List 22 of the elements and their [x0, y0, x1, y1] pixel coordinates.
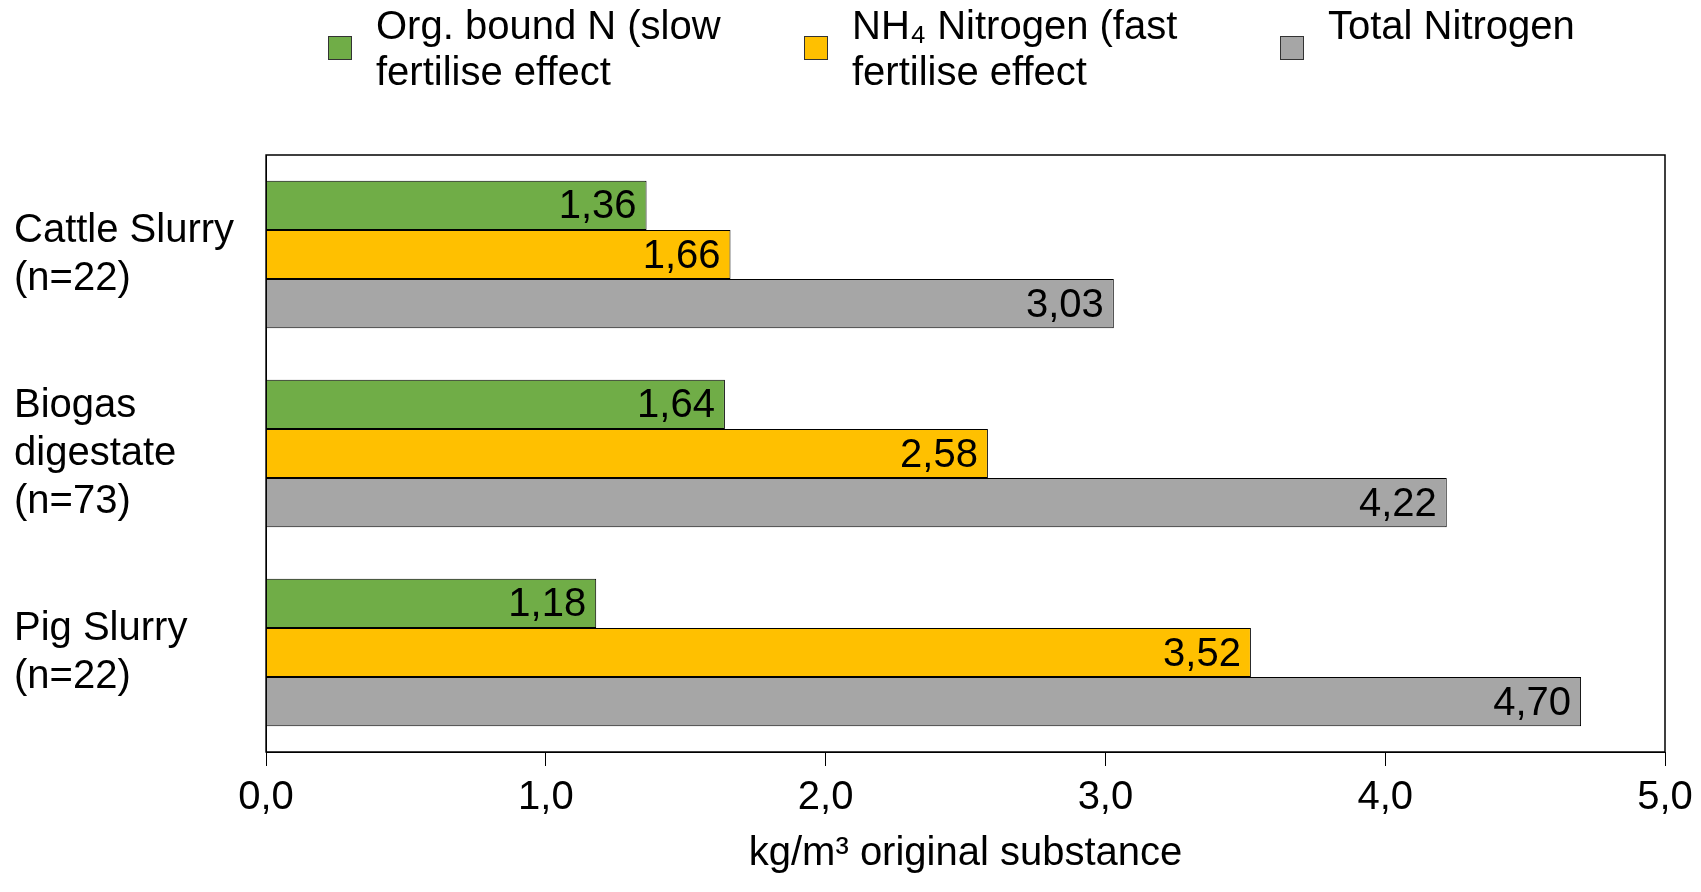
data-label: 2,58 — [900, 430, 978, 475]
data-label: 1,64 — [637, 381, 715, 426]
x-tick-label: 0,0 — [238, 773, 294, 818]
data-label: 1,18 — [508, 580, 587, 625]
data-label: 3,03 — [1025, 280, 1104, 325]
x-axis-title: kg/m³ original substance — [748, 829, 1183, 874]
data-label: 3,52 — [1163, 629, 1241, 674]
x-tick-label: 4,0 — [1357, 773, 1414, 818]
y-tick-label: Biogas digestate (n=73) — [14, 380, 177, 521]
data-label: 4,70 — [1493, 678, 1572, 723]
legend-label: Total Nitrogen — [1328, 2, 1575, 48]
data-label: 4,22 — [1358, 479, 1437, 524]
legend-label: Org. bound N (slow fertilise effect — [376, 2, 722, 94]
x-tick-label: 1,0 — [518, 773, 574, 818]
y-tick-label: Cattle Slurry (n=22) — [14, 205, 235, 298]
data-label: 1,66 — [642, 231, 721, 276]
x-tick-label: 2,0 — [797, 773, 854, 818]
legend-label: NH₄ Nitrogen (fast fertilise effect — [852, 2, 1179, 94]
y-tick-label: Pig Slurry (n=22) — [14, 603, 188, 696]
x-tick-label: 3,0 — [1077, 773, 1134, 818]
x-tick-label: 5,0 — [1637, 773, 1693, 818]
data-label: 1,36 — [558, 182, 637, 227]
